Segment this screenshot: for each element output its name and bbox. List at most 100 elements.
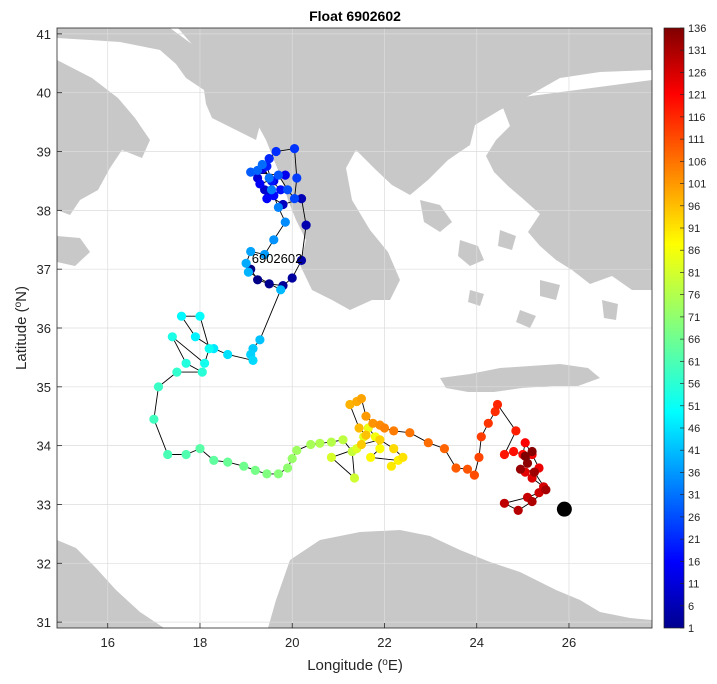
- profile-point: [527, 496, 537, 507]
- x-axis-label-superscript: o: [382, 657, 388, 668]
- profile-point: [273, 469, 283, 479]
- profile-point: [167, 332, 177, 342]
- profile-point: [273, 170, 283, 180]
- colorbar: 1611162126313641465156616671768186919610…: [663, 23, 706, 635]
- profile-point: [301, 220, 311, 230]
- colorbar-tick-label: 6: [688, 601, 694, 613]
- x-axis-ticks: 16 18 20 22 24 26: [101, 623, 576, 650]
- profile-point: [375, 435, 385, 445]
- colorbar-tick-label: 51: [688, 401, 700, 413]
- profile-point: [255, 335, 265, 345]
- profile-point: [239, 461, 249, 471]
- colorbar-tick-label: 106: [688, 156, 706, 168]
- profile-point: [264, 173, 274, 183]
- land-crete: [440, 364, 600, 392]
- y-tick-label: 40: [37, 86, 51, 101]
- profile-point: [289, 194, 300, 204]
- land-masses: [57, 28, 652, 628]
- profile-point: [253, 275, 263, 285]
- profile-point: [163, 449, 173, 460]
- land-cyrenaica: [268, 530, 652, 628]
- profile-point: [296, 194, 307, 204]
- colorbar-tick-label: 101: [688, 179, 706, 191]
- colorbar-tick-label: 41: [688, 445, 700, 457]
- land-balkans: [178, 28, 652, 310]
- float-profile-points: [149, 144, 551, 515]
- y-tick-label: 35: [37, 380, 51, 395]
- colorbar-tick-label: 16: [688, 556, 700, 568]
- profile-point: [490, 406, 500, 417]
- profile-point: [266, 185, 277, 195]
- land-sicily: [57, 236, 90, 266]
- profile-point: [326, 437, 336, 447]
- profile-point: [389, 444, 399, 454]
- colorbar-tick-label: 126: [688, 67, 706, 79]
- profile-point: [176, 311, 187, 321]
- profile-point: [250, 465, 260, 475]
- profile-point: [345, 399, 355, 410]
- land-aegean-islands: [420, 200, 560, 328]
- colorbar-tick-label: 116: [688, 112, 706, 124]
- colorbar-tick-label: 111: [688, 134, 705, 146]
- profile-point: [534, 488, 544, 498]
- colorbar-tick-label: 31: [688, 490, 700, 502]
- profile-point: [292, 173, 302, 183]
- profile-point: [197, 367, 207, 377]
- profile-point: [287, 454, 297, 464]
- land-italy: [57, 28, 262, 140]
- profile-point: [264, 279, 274, 289]
- x-tick-label: 22: [377, 635, 391, 650]
- profile-point: [469, 470, 479, 480]
- profile-point: [520, 451, 530, 461]
- profile-point: [366, 452, 376, 462]
- colorbar-tick-label: 81: [688, 267, 700, 279]
- colorbar-tick-label: 131: [688, 45, 706, 57]
- profile-point: [515, 464, 526, 474]
- profile-point: [315, 438, 325, 448]
- profile-point: [292, 445, 302, 455]
- y-tick-label: 32: [37, 556, 51, 571]
- colorbar-tick-label: 86: [688, 245, 700, 257]
- profile-point: [283, 185, 293, 195]
- colorbar-tick-label: 121: [688, 90, 706, 102]
- map-plot-area: 6902602: [56, 27, 653, 629]
- profile-point: [306, 439, 316, 450]
- profile-point: [354, 423, 364, 433]
- profile-point: [398, 452, 408, 462]
- profile-point: [209, 455, 219, 465]
- profile-point: [508, 446, 519, 457]
- y-axis-label-superscript: o: [13, 301, 24, 307]
- colorbar-tick-label: 36: [688, 467, 700, 479]
- colorbar-tick-label: 56: [688, 379, 700, 391]
- profile-point: [527, 446, 537, 457]
- y-tick-label: 36: [37, 321, 51, 336]
- colorbar-gradient: [663, 27, 685, 629]
- profile-point: [349, 473, 360, 483]
- colorbar-tick-label: 21: [688, 534, 700, 546]
- profile-point: [368, 418, 378, 428]
- profile-point: [451, 463, 461, 473]
- profile-point: [204, 344, 214, 354]
- profile-point: [520, 438, 530, 448]
- profile-point: [379, 423, 390, 433]
- colorbar-tick-label: 91: [688, 223, 700, 235]
- profile-point: [361, 411, 371, 421]
- colorbar-tick-label: 71: [688, 312, 700, 324]
- profile-point: [296, 255, 307, 265]
- profile-point: [276, 185, 286, 195]
- profile-point: [195, 444, 205, 454]
- profile-point: [269, 235, 279, 245]
- profile-point: [243, 267, 253, 277]
- profile-point: [483, 418, 493, 428]
- y-tick-label: 39: [37, 145, 51, 160]
- colorbar-ticks: 1611162126313641465156616671768186919610…: [680, 23, 706, 635]
- y-tick-label: 31: [37, 615, 51, 630]
- profile-point: [529, 467, 540, 477]
- y-axis-label: Latitude (oN): [13, 286, 31, 370]
- profile-point: [492, 399, 503, 410]
- colorbar-tick-label: 46: [688, 423, 700, 435]
- current-position-marker: [556, 501, 572, 517]
- profile-point: [262, 194, 272, 204]
- profile-point: [195, 311, 205, 321]
